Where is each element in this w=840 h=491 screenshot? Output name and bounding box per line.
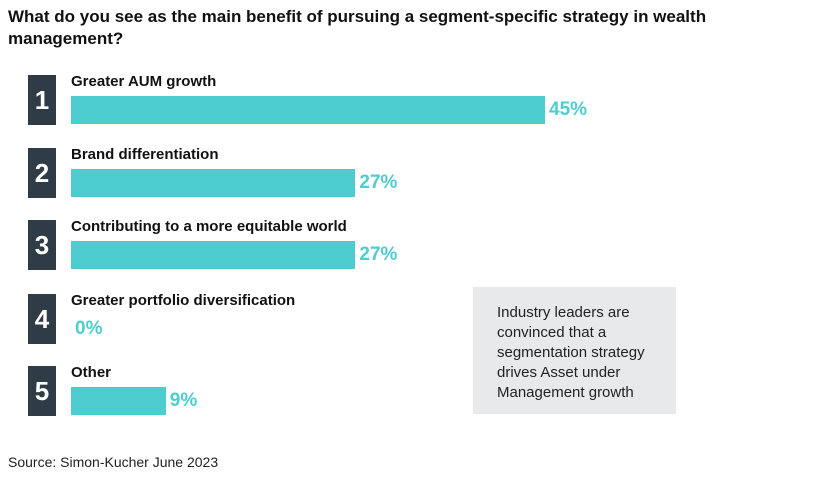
bar xyxy=(71,241,356,269)
rank-number: 5 xyxy=(28,366,56,416)
bar xyxy=(71,387,166,415)
chart-title: What do you see as the main benefit of p… xyxy=(8,7,707,48)
rank-number: 3 xyxy=(28,220,56,270)
category-label: Greater portfolio diversification xyxy=(71,292,296,309)
value-label: 27% xyxy=(359,244,398,265)
rank-number: 1 xyxy=(28,75,56,125)
value-label: 0% xyxy=(75,318,103,339)
value-label: 27% xyxy=(359,172,398,193)
source: Source: Simon-Kucher June 2023 xyxy=(8,454,219,470)
category-label: Brand differentiation xyxy=(71,146,219,163)
bar xyxy=(71,169,356,197)
rank-number: 2 xyxy=(28,148,56,198)
bar xyxy=(71,96,545,124)
rank-number: 4 xyxy=(28,294,56,344)
category-label: Contributing to a more equitable world xyxy=(71,218,347,235)
annotation: Industry leaders are convinced that a se… xyxy=(473,287,676,414)
category-label: Greater AUM growth xyxy=(71,73,217,90)
value-label: 9% xyxy=(169,390,198,411)
category-label: Other xyxy=(71,364,112,381)
value-label: 45% xyxy=(549,99,588,120)
